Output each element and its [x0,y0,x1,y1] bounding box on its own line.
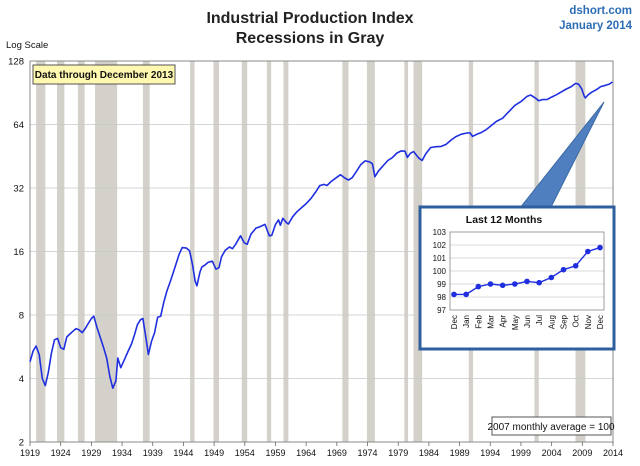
x-tick-label: 2004 [542,448,562,458]
x-ticks: 1919 1924 1929 1934 1939 1944 1949 1954 1959 1964… [20,442,623,458]
inset-x-tick-label: Dec [596,315,605,329]
inset-y-tick-label: 102 [433,241,447,250]
inset-x-tick-label: Jul [535,315,544,325]
x-tick-label: 1959 [265,448,285,458]
inset-data-point [524,278,530,285]
inset-y-tick-label: 97 [437,306,446,315]
inset-x-tick-label: Feb [474,314,483,328]
inset-y-ticks: 97 98 99 100 101 102 103 [433,228,447,315]
inset-frame [418,205,616,351]
x-tick-label: 1954 [235,448,255,458]
inset-data-point [451,291,457,298]
series-line [29,81,613,390]
x-tick-label: 2014 [603,448,623,458]
x-tick-label: 1924 [51,448,71,458]
inset-data-point [560,266,567,273]
inset-data-point [585,248,591,255]
y-tick-label: 128 [8,57,24,68]
inset-data-point [499,282,506,289]
inset-x-tick-label: Aug [547,315,556,329]
brand-site: dshort.com [569,5,632,17]
x-tick-label: 1974 [358,448,378,458]
inset-data-point [536,279,542,286]
inset-y-tick-label: 100 [433,267,447,276]
x-tick-label: 1969 [327,448,347,458]
inset-title: Last 12 Months [466,214,543,226]
brand-date: January 2014 [559,20,632,32]
inset-plot-frame [449,231,605,311]
chart-title: Industrial Production Index [206,10,413,27]
inset-x-tick-label: May [511,315,520,330]
x-tick-label: 1944 [173,448,193,458]
inset-data-point [572,263,579,269]
x-tick-label: 1999 [511,448,531,458]
y-tick-label: 8 [19,311,24,322]
x-tick-label: 1994 [480,448,500,458]
x-tick-label: 1979 [388,448,408,458]
x-tick-label: 1919 [20,448,40,458]
inset-x-tick-label: Jan [462,315,471,328]
x-tick-label: 1939 [143,448,163,458]
data-note-text: Data through December 2013 [35,70,174,81]
inset-y-tick-label: 99 [437,280,446,289]
inset-x-tick-label: Mar [487,315,496,329]
inset-data-point [597,244,603,251]
y-tick-label: 64 [13,120,24,131]
y-axis-label: Log Scale [6,40,48,51]
footnote: 2007 monthly average = 100 [487,416,615,436]
inset-data-point [463,291,469,298]
x-tick-label: 1934 [112,448,132,458]
footnote-box [491,416,612,436]
x-tick-label: 1989 [450,448,470,458]
inset-x-tick-label: Dec [450,315,459,329]
inset-data-point [487,281,494,287]
y-tick-label: 2 [19,438,24,449]
inset-data-point [475,283,482,290]
chart-subtitle: Recessions in Gray [236,30,385,47]
inset-series [451,244,603,298]
data-note: Data through December 2013 [32,64,176,85]
y-tick-label: 32 [13,184,24,195]
x-tick-label: 2009 [572,448,592,458]
inset-x-tick-label: Jun [523,315,532,328]
inset-x-tick-label: Sep [560,314,569,329]
inset-y-tick-label: 98 [437,293,446,302]
inset-data-point [512,281,518,287]
y-ticks: 2 4 8 16 32 64 128 [8,57,24,449]
inset-x-tick-label: Oct [572,314,581,327]
inset-x-tick-label: Apr [499,315,508,328]
data-note-box [32,64,176,85]
y-tick-label: 4 [19,374,24,385]
x-tick-label: 1949 [204,448,224,458]
inset-data-point [548,274,555,281]
main-series [29,81,613,390]
inset-x-tick-label: Nov [584,315,593,329]
x-tick-label: 1929 [81,448,101,458]
x-tick-label: 1984 [419,448,439,458]
inset-y-tick-label: 101 [433,254,447,263]
inset-y-tick-label: 103 [433,228,447,237]
inset-x-ticks: Dec Jan Feb Mar Apr May Jun Jul Aug Sep Oct Nov Dec [450,314,605,330]
x-tick-label: 1964 [296,448,316,458]
footnote-text: 2007 monthly average = 100 [487,422,614,433]
y-tick-label: 16 [13,247,24,258]
